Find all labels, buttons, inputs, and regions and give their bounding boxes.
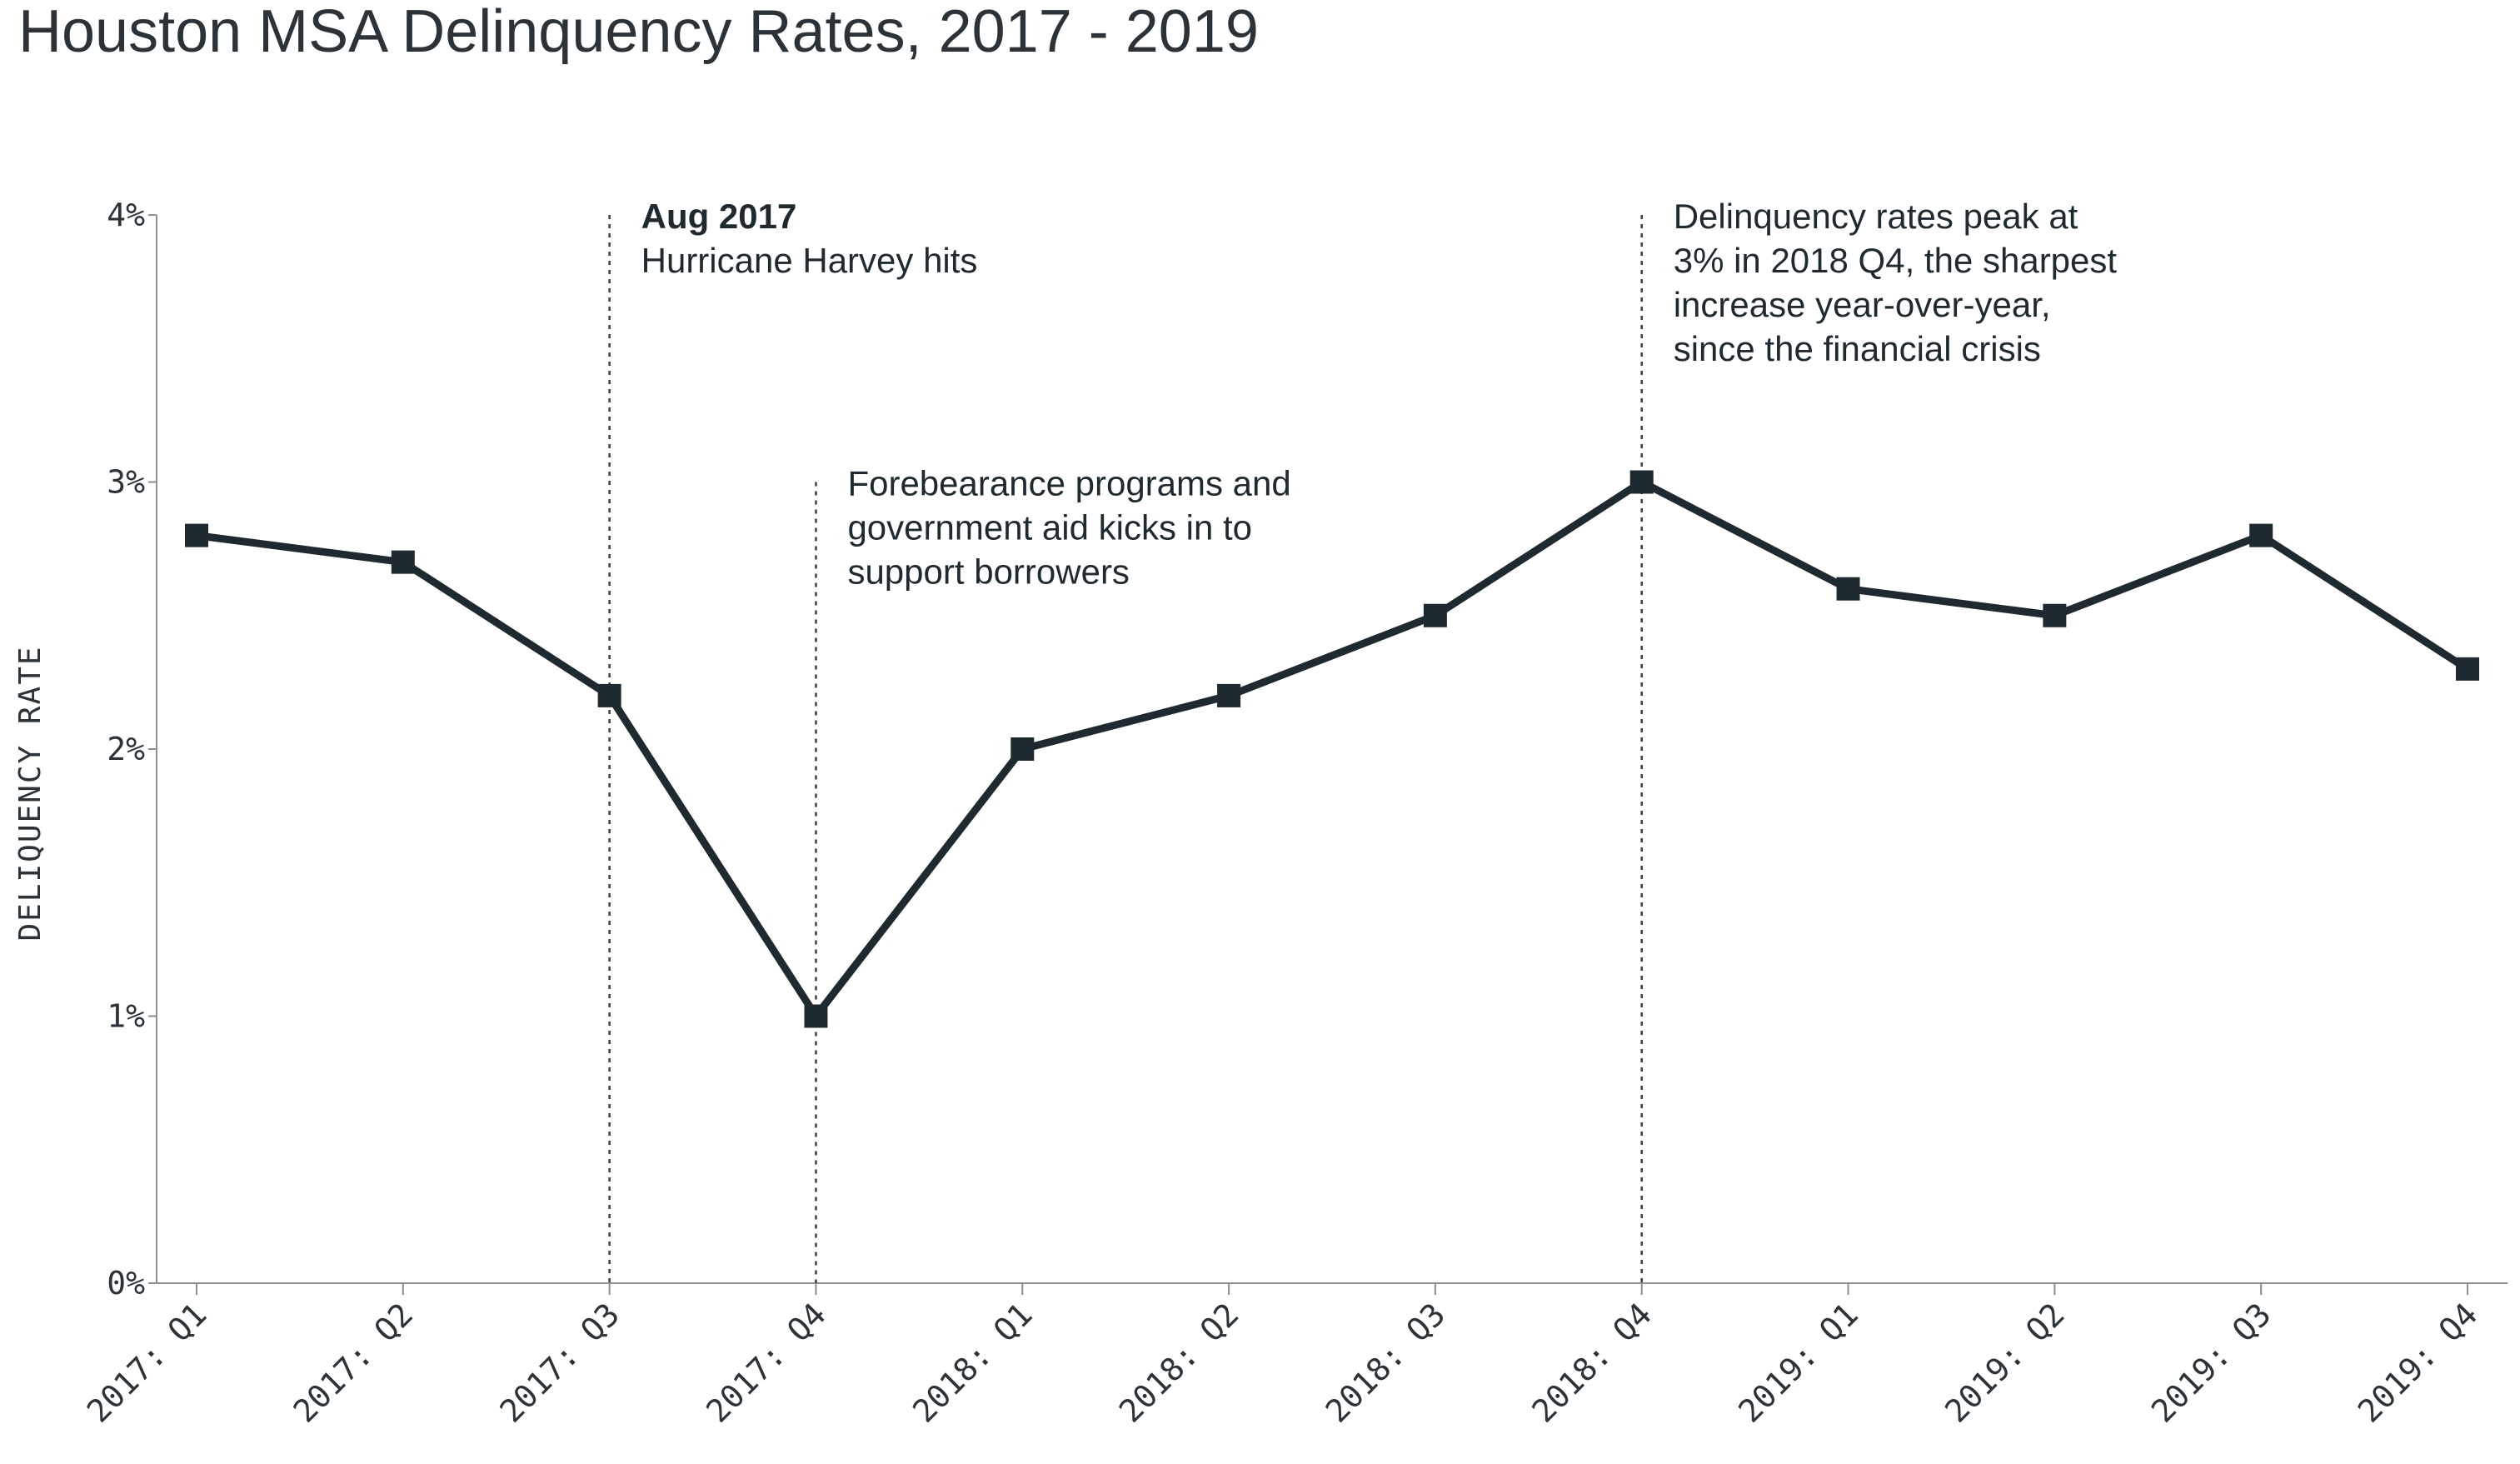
annotation-text: Forebearance programs and [847,464,1290,503]
x-tick-label: 2018: Q3 [1319,1296,1453,1430]
x-axis-ticks: 2017: Q1 2017: Q2 2017: Q3 2017: Q4 2018: Q1… [80,1283,2485,1430]
y-tick-label: 2% [107,731,145,767]
x-tick-label: 2017: Q1 [80,1296,214,1430]
x-tick-label: 2017: Q2 [287,1296,421,1430]
x-tick-label: 2019: Q2 [1938,1296,2072,1430]
annotation-text: Hurricane Harvey hits [641,241,978,280]
y-axis-label: DELIQUENCY RATE [13,645,47,941]
annotation-text: increase year-over-year, [1674,285,2051,324]
y-tick-label: 4% [107,197,145,233]
annotation-heading: Aug 2017 [641,197,797,236]
x-tick-label: 2019: Q1 [1731,1296,1865,1430]
y-tick-label: 3% [107,464,145,501]
data-point [804,1004,828,1028]
data-point [391,550,415,574]
data-point [2456,657,2479,681]
x-tick-label: 2017: Q4 [699,1296,833,1430]
x-tick-label: 2018: Q4 [1525,1296,1659,1430]
x-tick-label: 2019: Q3 [2144,1296,2278,1430]
annotation-text: since the financial crisis [1674,329,2041,368]
data-point [597,683,621,707]
x-tick-label: 2018: Q2 [1112,1296,1246,1430]
x-tick-label: 2019: Q4 [2351,1296,2485,1430]
x-tick-label: 2017: Q3 [492,1296,626,1430]
data-point [1010,737,1035,761]
data-point [1629,470,1654,494]
chart-title: Houston MSA Delinquency Rates, 2017 - 20… [18,0,1259,65]
annotation-text: support borrowers [847,552,1129,592]
data-point [1217,683,1241,707]
series-group [185,470,2479,1028]
annotation-text: 3% in 2018 Q4, the sharpest [1674,241,2118,280]
annotation-text: Delinquency rates peak at [1674,197,2078,236]
y-tick-label: 1% [107,998,145,1035]
data-point [1836,577,1860,601]
y-tick-label: 0% [107,1265,145,1302]
data-point [2249,523,2273,547]
data-point [1423,603,1447,627]
series-line [196,477,2470,1023]
annotation-text: government aid kicks in to [847,508,1252,547]
data-point [185,523,208,547]
y-axis-ticks: 0% 1% 2% 3% 4% [107,197,157,1302]
annotations: Aug 2017 Hurricane Harvey hits Forebearanc… [608,197,2118,1283]
data-point [2043,603,2067,627]
x-tick-label: 2018: Q1 [906,1296,1040,1430]
